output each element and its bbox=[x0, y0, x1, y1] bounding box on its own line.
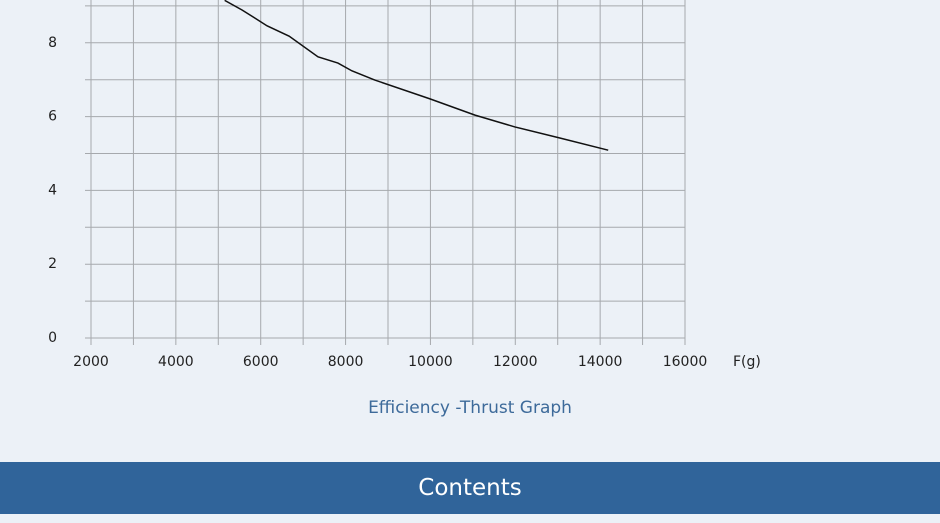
y-tick-label: 4 bbox=[48, 182, 57, 198]
x-tick-label: 2000 bbox=[73, 354, 109, 370]
section-header: Contents bbox=[0, 462, 940, 514]
chart: 0 2 4 6 8 2000 4000 6000 8000 10000 12000 14000 1600… bbox=[48, 0, 761, 370]
y-tick-label: 6 bbox=[48, 109, 57, 125]
chart-caption: Efficiency -Thrust Graph bbox=[368, 398, 572, 418]
x-tick-label: 10000 bbox=[408, 354, 453, 370]
y-tick-label: 0 bbox=[48, 330, 57, 346]
x-tick-label: 14000 bbox=[578, 354, 623, 370]
x-tick-label: 8000 bbox=[328, 354, 364, 370]
data-line bbox=[224, 0, 609, 151]
x-tick-label: 4000 bbox=[158, 354, 194, 370]
x-tick-label: 16000 bbox=[663, 354, 708, 370]
y-tick-label: 2 bbox=[48, 256, 57, 272]
x-tick-label: 12000 bbox=[493, 354, 538, 370]
x-axis-label: F(g) bbox=[733, 354, 761, 370]
x-tick-label: 6000 bbox=[243, 354, 279, 370]
y-tick-label: 8 bbox=[48, 35, 57, 51]
